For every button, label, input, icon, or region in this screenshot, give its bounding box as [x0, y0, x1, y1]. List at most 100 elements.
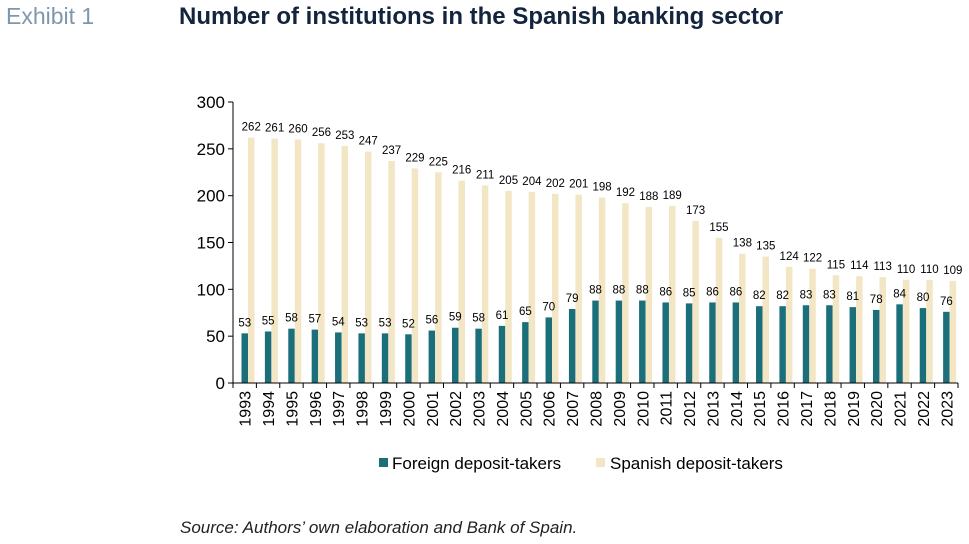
x-tick-label-2006: 2006	[542, 391, 559, 427]
bar-foreign-2002	[451, 327, 459, 383]
data-label-foreign-2016: 82	[776, 290, 789, 302]
x-tick-label-1999: 1999	[378, 391, 395, 427]
data-label-foreign-2000: 52	[402, 318, 415, 330]
data-label-spanish-2021: 110	[897, 264, 915, 276]
data-label-foreign-2009: 88	[613, 285, 626, 297]
data-label-foreign-1995: 58	[285, 313, 298, 325]
bar-spanish-2013	[715, 237, 723, 383]
bar-spanish-2016	[785, 266, 793, 383]
bar-spanish-2014	[739, 253, 746, 383]
data-label-foreign-2010: 88	[636, 285, 649, 297]
x-tick-label-2016: 2016	[776, 391, 793, 427]
bar-foreign-2005	[522, 322, 529, 383]
bars-group	[241, 137, 957, 383]
bar-spanish-2000	[411, 168, 419, 383]
data-label-foreign-2017: 83	[800, 289, 813, 301]
bar-spanish-2007	[575, 194, 582, 383]
data-label-spanish-2017: 122	[803, 253, 822, 265]
y-tick-label-200: 200	[197, 187, 225, 206]
data-label-spanish-2015: 135	[756, 241, 775, 253]
data-label-spanish-2011: 189	[663, 190, 682, 202]
x-tick-label-2022: 2022	[916, 391, 933, 427]
x-tick-label-1997: 1997	[331, 391, 348, 427]
x-tick-label-2011: 2011	[659, 391, 676, 426]
bar-spanish-2022	[926, 279, 933, 383]
x-tick-label-2000: 2000	[401, 391, 418, 427]
bar-spanish-2015	[762, 256, 770, 383]
data-label-spanish-2003: 211	[476, 169, 494, 181]
bar-spanish-1998	[364, 151, 372, 383]
x-tick-label-1995: 1995	[284, 391, 301, 427]
data-label-spanish-2009: 192	[616, 187, 635, 199]
bar-spanish-1994	[271, 138, 278, 383]
x-tick-label-2001: 2001	[425, 391, 442, 427]
data-label-foreign-2001: 56	[425, 315, 438, 327]
bar-foreign-2022	[919, 308, 927, 383]
bar-spanish-1999	[388, 161, 395, 383]
chart-title: Number of institutions in the Spanish ba…	[179, 3, 784, 30]
bar-foreign-2019	[849, 307, 857, 383]
bar-spanish-1995	[294, 139, 302, 383]
bar-foreign-2014	[732, 302, 740, 383]
bar-spanish-2003	[481, 185, 489, 383]
bar-spanish-1997	[341, 146, 349, 383]
data-label-spanish-2022: 110	[920, 264, 938, 276]
data-label-spanish-2005: 204	[522, 176, 542, 188]
data-label-foreign-2014: 86	[729, 286, 742, 298]
data-label-foreign-2005: 65	[519, 306, 532, 318]
legend-label-spanish: Spanish deposit-takers	[610, 454, 783, 473]
bar-spanish-2023	[949, 280, 957, 383]
axes-group: 1993 1994 1995 1996 1997 1998 1999 2000 2001 2002…	[197, 93, 959, 427]
bar-foreign-1998	[358, 333, 365, 383]
bar-foreign-1996	[311, 329, 319, 383]
bar-foreign-2003	[475, 328, 482, 383]
bar-foreign-2012	[685, 303, 693, 383]
bar-spanish-2019	[856, 276, 863, 383]
x-tick-label-2005: 2005	[518, 391, 535, 427]
bar-foreign-2007	[568, 309, 576, 383]
data-label-spanish-2014: 138	[733, 238, 752, 250]
bar-spanish-2020	[879, 277, 886, 383]
bar-foreign-1995	[288, 328, 295, 383]
data-label-spanish-2002: 216	[452, 165, 471, 177]
bar-spanish-1996	[318, 143, 325, 383]
bar-spanish-2001	[435, 172, 442, 383]
data-label-spanish-1994: 261	[265, 123, 284, 135]
x-tick-label-2012: 2012	[682, 391, 699, 427]
data-label-spanish-2018: 115	[827, 259, 845, 271]
exhibit-label: Exhibit 1	[6, 3, 95, 29]
data-label-foreign-1999: 53	[379, 317, 392, 329]
bar-foreign-2018	[826, 305, 833, 383]
data-label-foreign-2002: 59	[449, 312, 462, 324]
bar-spanish-2009	[622, 203, 629, 383]
data-label-spanish-2020: 113	[874, 261, 892, 273]
legend-swatch-spanish	[596, 458, 605, 467]
x-tick-label-2002: 2002	[448, 391, 465, 427]
data-label-foreign-2004: 61	[496, 310, 509, 322]
x-tick-label-2021: 2021	[893, 391, 910, 427]
data-label-spanish-1997: 253	[335, 130, 354, 142]
data-labels-group: 53 262 55 261 58 260 57 256 54 253 53 247 53 237 52 229…	[238, 122, 962, 331]
bar-spanish-2006	[552, 193, 559, 383]
data-label-foreign-2018: 83	[823, 289, 836, 301]
bar-spanish-2008	[598, 197, 606, 383]
x-tick-label-2018: 2018	[822, 391, 839, 427]
data-label-spanish-2001: 225	[429, 156, 448, 168]
legend-swatch-foreign	[379, 458, 388, 467]
data-label-spanish-1995: 260	[288, 123, 307, 135]
y-tick-label-100: 100	[197, 280, 225, 299]
x-tick-label-2008: 2008	[589, 391, 606, 427]
bar-foreign-1997	[335, 332, 342, 383]
bar-foreign-2010	[639, 300, 646, 383]
data-label-spanish-2010: 188	[639, 191, 658, 203]
x-tick-label-2004: 2004	[495, 391, 512, 427]
data-label-spanish-1996: 256	[312, 127, 331, 139]
bar-spanish-2010	[645, 206, 653, 383]
data-label-foreign-2008: 88	[589, 285, 602, 297]
bar-chart: 1993 1994 1995 1996 1997 1998 1999 2000 2001 2002…	[197, 93, 963, 473]
bar-foreign-2013	[709, 302, 716, 383]
data-label-spanish-2016: 124	[780, 251, 800, 263]
y-tick-label-50: 50	[206, 327, 225, 346]
x-tick-label-2023: 2023	[939, 391, 956, 427]
bar-foreign-2016	[779, 306, 786, 383]
